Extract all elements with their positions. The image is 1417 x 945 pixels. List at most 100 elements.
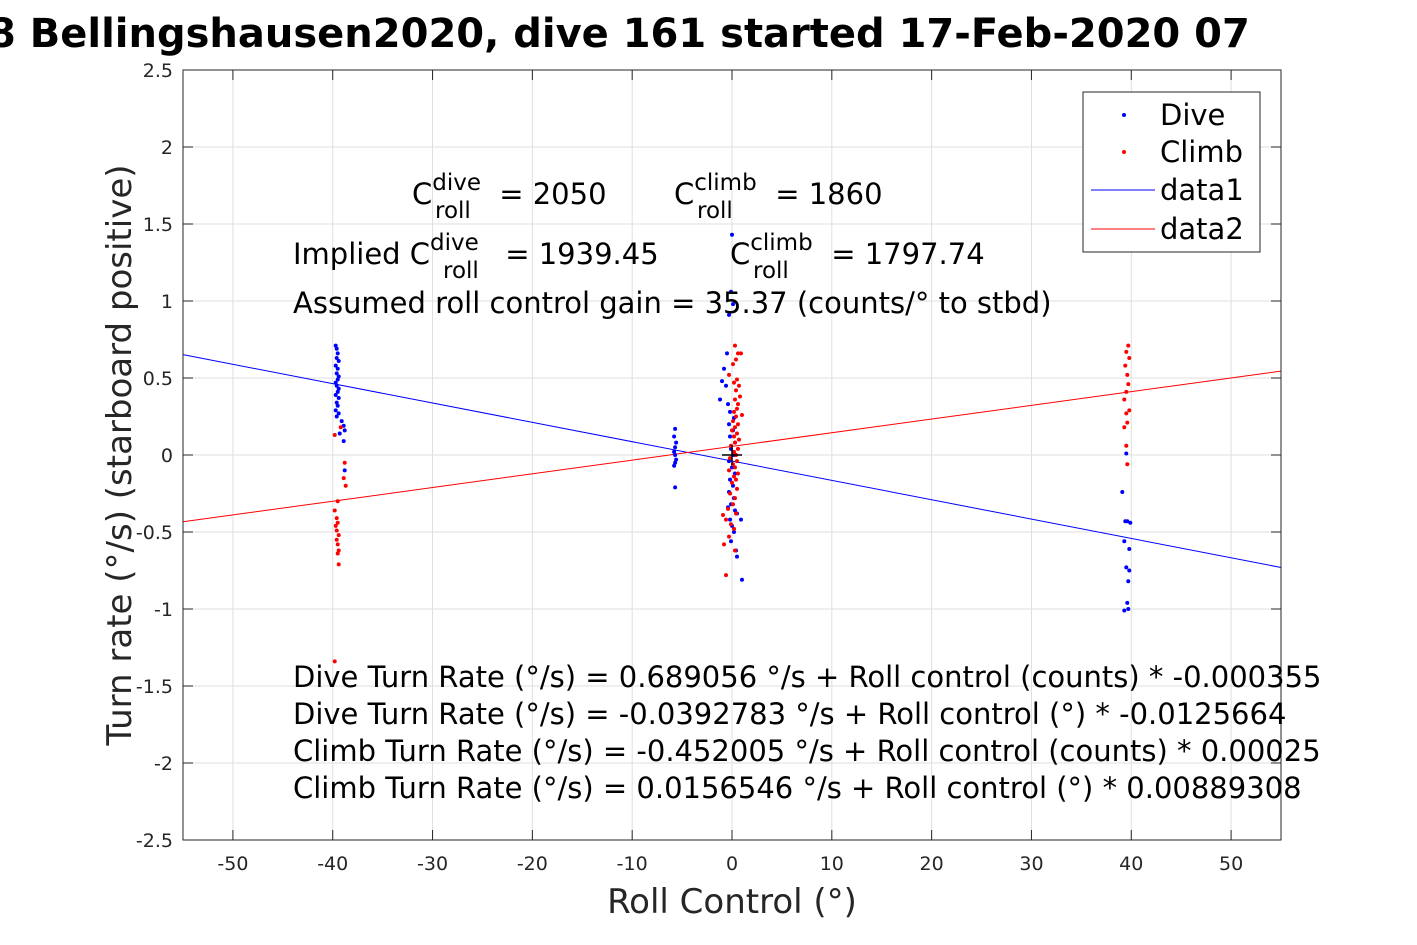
fit-equation: Dive Turn Rate (°/s) = -0.0392783 °/s + … — [293, 697, 1286, 731]
data-point-climb — [335, 542, 340, 547]
svg-text:Cclimb: Cclimb — [674, 170, 757, 211]
legend-marker-climb — [1122, 150, 1126, 154]
data-point-dive — [726, 402, 731, 407]
data-point-dive — [730, 465, 734, 470]
data-point-climb — [729, 522, 734, 527]
data-point-climb — [732, 548, 737, 553]
data-point-climb — [1122, 397, 1127, 402]
svg-text:Cclimb: Cclimb — [730, 230, 813, 271]
y-axis-label: Turn rate (°/s) (starboard positive) — [100, 164, 140, 746]
data-point-climb — [732, 397, 737, 402]
y-tick-label: 2.5 — [143, 60, 173, 82]
data-point-climb — [732, 465, 737, 470]
x-tick-label: -30 — [417, 853, 448, 875]
data-point-climb — [1125, 462, 1130, 467]
data-point-climb — [1125, 420, 1130, 425]
svg-text:Implied Cdive: Implied Cdive — [293, 230, 479, 271]
data-point-climb — [728, 456, 733, 461]
data-point-climb — [727, 372, 732, 377]
data-point-climb — [332, 432, 337, 437]
data-point-dive — [335, 403, 340, 408]
data-point-climb — [1126, 382, 1131, 387]
data-point-climb — [730, 428, 734, 433]
c-roll-dive-sup: dive — [432, 170, 481, 196]
data-point-climb — [1124, 349, 1129, 354]
data-point-climb — [732, 440, 737, 445]
data-point-dive — [339, 419, 344, 424]
data-point-dive — [729, 539, 734, 544]
data-point-climb — [332, 508, 337, 513]
data-point-climb — [734, 377, 739, 382]
implied-dive-sup: dive — [430, 230, 479, 256]
legend-entry-dive: Dive — [1160, 98, 1225, 132]
annotation-c-roll-dive: Cdive roll = 2050 — [412, 170, 607, 224]
data-point-climb — [732, 425, 737, 430]
data-point-climb — [735, 471, 740, 476]
data-point-dive — [731, 530, 736, 534]
data-point-dive — [720, 379, 725, 384]
data-point-climb — [332, 659, 337, 664]
data-point-dive — [333, 380, 338, 385]
data-point-climb — [733, 388, 738, 393]
data-point-dive — [672, 463, 677, 468]
legend-box — [1082, 91, 1261, 253]
data-point-climb — [734, 431, 739, 436]
data-point-dive — [734, 554, 739, 559]
data-point-dive — [335, 366, 340, 371]
x-tick-label: 0 — [726, 853, 738, 875]
legend: Dive Climb data1 data2 — [1082, 91, 1261, 253]
c-roll-dive-sub: roll — [435, 198, 471, 224]
data-point-climb — [336, 548, 341, 553]
annotation-c-roll-climb: Cclimb roll = 1860 — [674, 170, 883, 224]
data-point-climb — [730, 362, 735, 367]
data-point-climb — [1124, 389, 1129, 394]
fit-equation: Climb Turn Rate (°/s) = 0.0156546 °/s + … — [293, 771, 1302, 805]
svg-text:Cdive: Cdive — [412, 170, 481, 211]
data-point-dive — [335, 377, 340, 382]
data-point-climb — [734, 486, 739, 491]
data-point-dive — [1122, 539, 1127, 544]
data-point-climb — [735, 446, 740, 451]
center-marker — [722, 445, 742, 465]
data-point-dive — [334, 355, 339, 360]
data-point-dive — [673, 485, 678, 490]
data-point-climb — [734, 406, 739, 411]
data-point-climb — [722, 542, 727, 547]
data-point-climb — [336, 562, 341, 567]
legend-entry-data2: data2 — [1160, 212, 1244, 246]
chart-title: 8 Bellingshausen2020, dive 161 started 1… — [0, 11, 1250, 57]
data-point-dive — [732, 508, 737, 513]
x-tick-label: -50 — [217, 853, 248, 875]
data-point-dive — [333, 392, 338, 397]
data-point-climb — [1124, 411, 1129, 416]
implied-dive-sub: roll — [443, 258, 479, 284]
data-point-climb — [731, 380, 736, 385]
data-point-climb — [724, 517, 729, 522]
data-point-dive — [728, 477, 733, 482]
data-point-dive — [336, 374, 341, 379]
data-point-dive — [727, 312, 732, 317]
annotation-implied-dive: Implied Cdive roll = 1939.45 — [293, 230, 659, 284]
data-point-dive — [739, 577, 744, 582]
data-point-dive — [674, 440, 679, 445]
data-point-climb — [737, 394, 742, 399]
data-point-dive — [730, 232, 734, 237]
data-point-climb — [342, 460, 347, 465]
x-tick-label: 20 — [920, 853, 944, 875]
data-point-dive — [672, 434, 677, 439]
x-tick-label: -40 — [317, 853, 348, 875]
c-roll-dive-value: = 2050 — [490, 177, 607, 211]
data-point-climb — [334, 516, 339, 521]
data-point-dive — [673, 453, 678, 457]
data-point-dive — [341, 423, 346, 428]
data-point-climb — [731, 409, 736, 414]
data-point-climb — [733, 414, 738, 419]
data-point-dive — [673, 460, 678, 465]
y-tick-label: -1 — [154, 599, 173, 621]
data-point-climb — [335, 551, 340, 556]
data-point-dive — [335, 351, 340, 356]
c-roll-climb-sup: climb — [694, 170, 756, 196]
fit-equation: Dive Turn Rate (°/s) = 0.689056 °/s + Ro… — [293, 660, 1321, 694]
data-point-dive — [727, 422, 732, 427]
c-roll-climb-sub: roll — [697, 198, 733, 224]
